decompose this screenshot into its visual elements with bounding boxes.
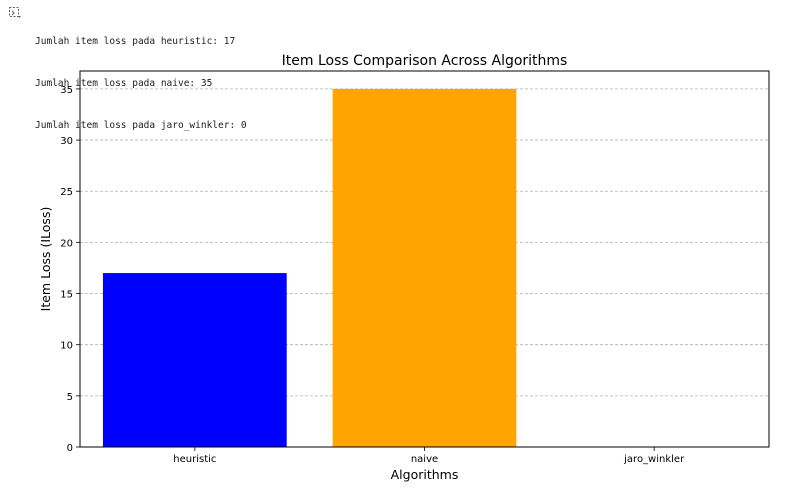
output-text: Jumlah item loss pada heuristic: 17 Juml… <box>35 7 247 147</box>
y-axis-label: Item Loss (ILoss) <box>38 207 53 312</box>
y-tick-label: 25 <box>60 187 73 198</box>
output-line: Jumlah item loss pada naive: 35 <box>35 78 213 89</box>
bar-heuristic <box>102 273 287 447</box>
x-tick-label: naive <box>411 454 438 465</box>
y-axis-ticks: 0 5 10 15 20 25 30 35 <box>60 85 80 454</box>
y-tick-label: 10 <box>60 341 73 352</box>
x-axis-ticks: heuristic naive jaro_winkler <box>173 447 685 465</box>
y-tick-label: 5 <box>67 392 73 403</box>
chart-title: Item Loss Comparison Across Algorithms <box>282 53 568 69</box>
output-toggle-icon[interactable] <box>8 6 22 20</box>
x-tick-label: jaro_winkler <box>623 454 685 465</box>
y-tick-label: 20 <box>60 238 73 249</box>
bars <box>102 88 517 448</box>
output-line: Jumlah item loss pada jaro_winkler: 0 <box>35 120 247 131</box>
y-tick-label: 15 <box>60 290 73 301</box>
y-tick-label: 30 <box>60 136 73 147</box>
output-line: Jumlah item loss pada heuristic: 17 <box>35 36 236 47</box>
y-tick-label: 35 <box>60 85 73 96</box>
x-tick-label: heuristic <box>173 454 216 465</box>
x-axis-label: Algorithms <box>391 467 459 482</box>
bar-naive <box>332 88 517 448</box>
y-tick-label: 0 <box>67 443 73 454</box>
